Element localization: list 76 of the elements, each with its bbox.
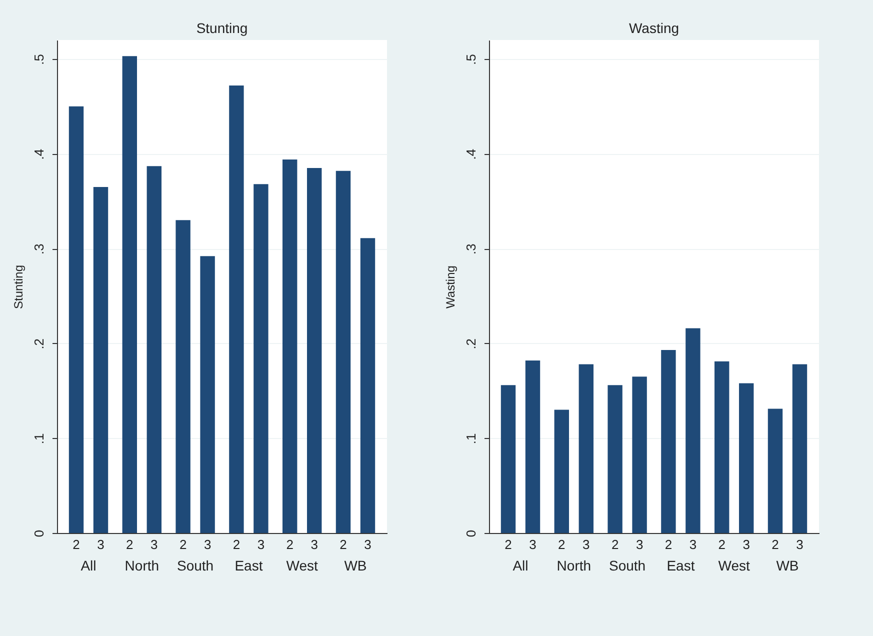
x-tick-label: North <box>124 558 160 574</box>
bar <box>792 364 808 533</box>
bar <box>122 56 138 533</box>
text: 2 <box>558 537 566 552</box>
series-label: 2 <box>72 537 80 552</box>
text: 3 <box>742 537 750 552</box>
bar <box>176 220 190 533</box>
bar <box>768 408 783 533</box>
bar <box>229 86 244 533</box>
y-axis-title: Stunting <box>12 264 26 310</box>
bar <box>525 360 540 533</box>
bar <box>686 328 700 533</box>
bar <box>306 168 322 533</box>
bar <box>360 238 376 533</box>
x-tick-label: East <box>234 558 263 574</box>
text: 2 <box>664 537 672 552</box>
x-tick-label: South <box>609 558 646 574</box>
x-tick-label: WB <box>776 558 799 574</box>
bar <box>282 159 298 533</box>
x-tick-label: East <box>666 558 695 574</box>
y-tick-label: .1 <box>464 433 478 444</box>
x-tick-label: WB <box>344 558 367 574</box>
text: 3 <box>689 537 697 552</box>
y-tick-label: .1 <box>32 433 46 444</box>
x-tick-label: West <box>286 558 318 574</box>
text: 2 <box>179 537 187 552</box>
bar <box>608 385 622 533</box>
text: 3 <box>796 537 804 552</box>
text: 2 <box>772 537 779 552</box>
text: 3 <box>150 537 158 552</box>
text: 2 <box>126 537 134 552</box>
text: 3 <box>257 537 265 552</box>
series-label: 3 <box>97 537 104 552</box>
bar <box>554 410 570 533</box>
y-tick-label: .4 <box>464 148 478 160</box>
chart-title: Wasting <box>628 20 680 36</box>
bar <box>738 383 754 533</box>
bar <box>336 170 351 533</box>
x-tick-label: West <box>718 558 750 574</box>
y-tick-label: 0 <box>464 530 478 538</box>
y-tick-label: .3 <box>32 244 46 254</box>
y-tick-label: .3 <box>464 244 478 254</box>
bar <box>714 361 730 533</box>
text: 3 <box>582 537 590 552</box>
y-tick-label: .4 <box>32 148 46 160</box>
bar <box>578 364 594 533</box>
text: 3 <box>636 537 644 552</box>
bar <box>146 166 162 533</box>
x-tick-label: South <box>177 558 214 574</box>
bar <box>632 376 647 533</box>
bar <box>200 256 215 533</box>
series-label: 3 <box>529 537 536 552</box>
chart-title: Stunting <box>196 20 248 36</box>
y-tick-label: 0 <box>32 530 46 538</box>
x-tick-label: All <box>80 558 96 574</box>
text: 2 <box>232 537 240 552</box>
text: 3 <box>204 537 212 552</box>
text: 2 <box>611 537 619 552</box>
y-tick-label: .5 <box>32 54 46 65</box>
bar <box>661 350 676 533</box>
y-tick-label: .2 <box>464 338 478 350</box>
series-label: 2 <box>504 537 512 552</box>
text: 2 <box>286 537 294 552</box>
bar <box>254 184 268 533</box>
text: 2 <box>340 537 347 552</box>
y-tick-label: .2 <box>32 338 46 350</box>
text: 2 <box>718 537 726 552</box>
y-axis-title: Wasting <box>444 266 458 308</box>
bar <box>68 106 84 533</box>
bar <box>500 385 516 533</box>
x-tick-label: North <box>556 558 592 574</box>
y-tick-label: .5 <box>464 54 478 65</box>
x-tick-label: All <box>512 558 528 574</box>
bar <box>93 186 108 533</box>
text: 3 <box>364 537 372 552</box>
text: 3 <box>310 537 318 552</box>
